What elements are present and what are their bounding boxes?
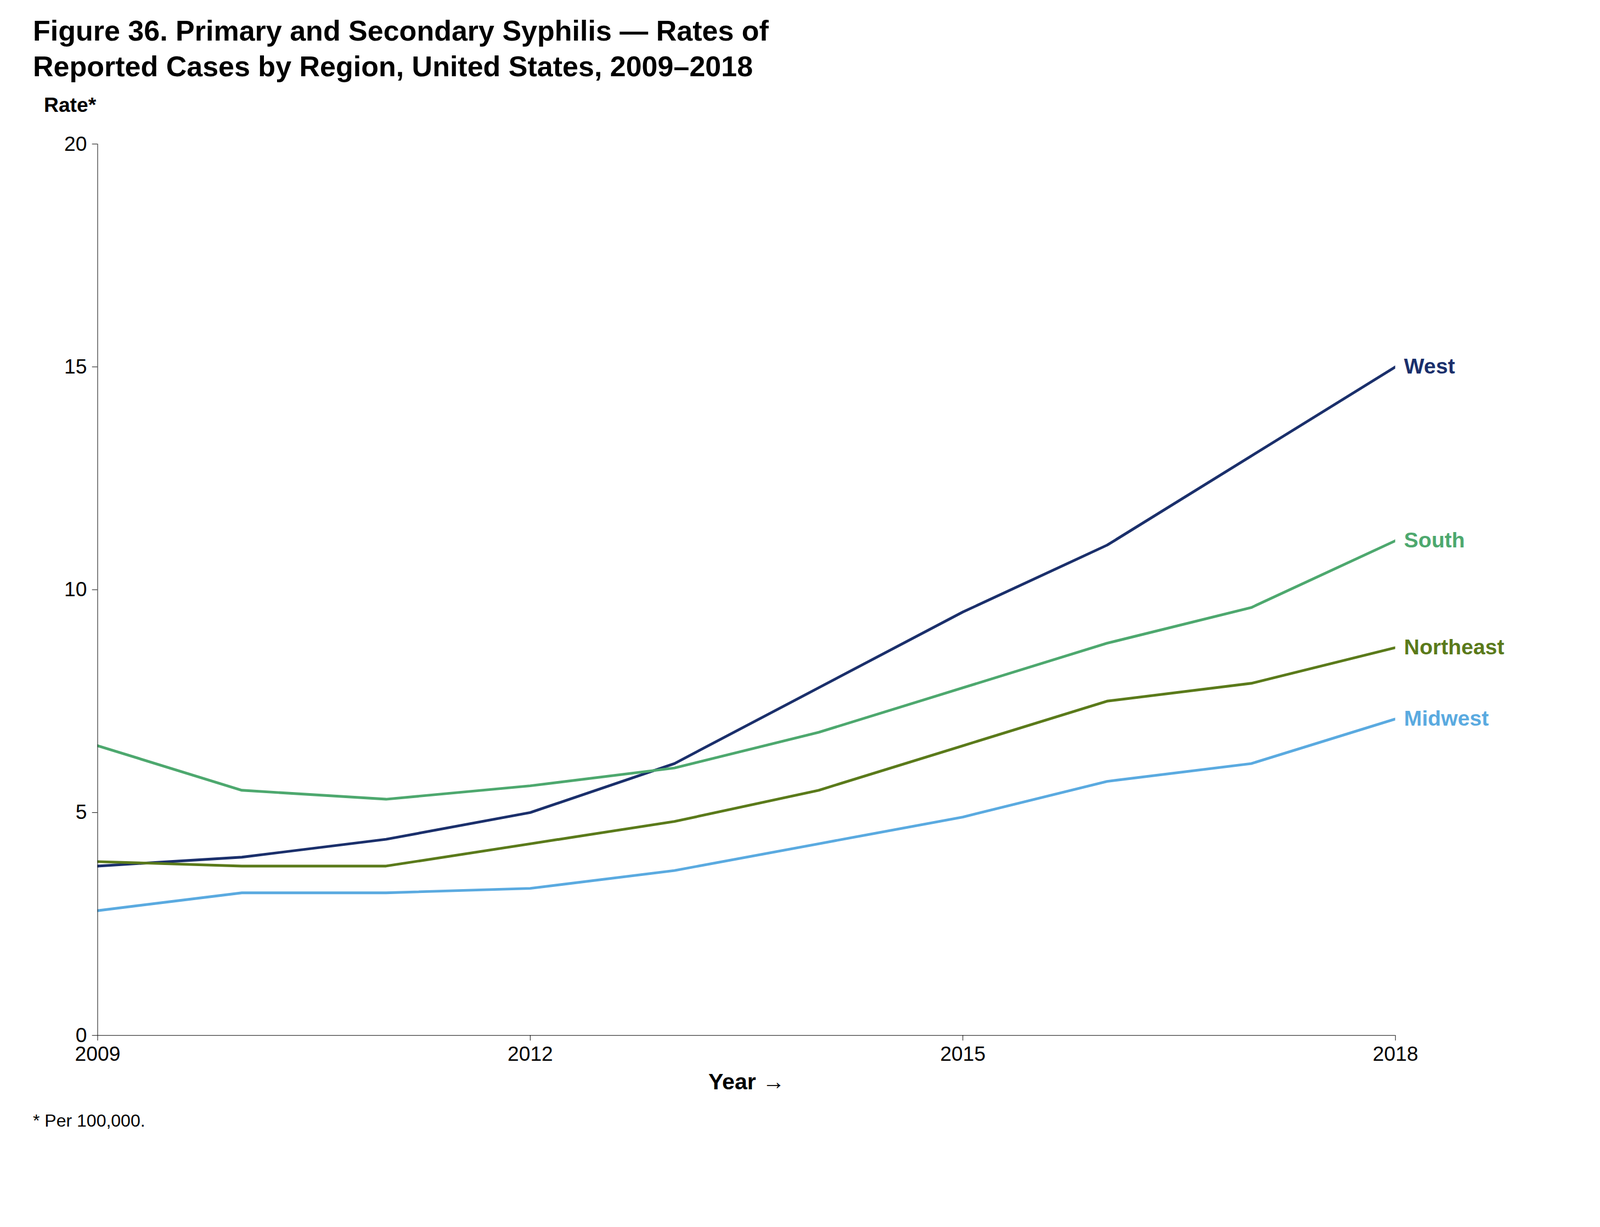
- svg-text:20: 20: [64, 132, 87, 156]
- svg-text:2015: 2015: [939, 1042, 986, 1066]
- svg-text:Year →: Year →: [708, 1069, 785, 1095]
- svg-text:Rate*: Rate*: [43, 95, 97, 117]
- html-text:* Per 100,000.: * Per 100,000.: [32, 1110, 146, 1131]
- svg-text:2009: 2009: [75, 1042, 121, 1066]
- svg-text:2018: 2018: [1372, 1042, 1419, 1066]
- svg-text:Northeast: Northeast: [1404, 635, 1505, 659]
- svg-text:2012: 2012: [507, 1042, 554, 1066]
- svg-text:10: 10: [64, 577, 87, 601]
- html-text:Figure 36. Primary and Seconda: Figure 36. Primary and Secondary Syphili…: [32, 14, 769, 83]
- svg-text:West: West: [1404, 354, 1456, 379]
- svg-text:0: 0: [75, 1023, 87, 1047]
- svg-text:5: 5: [75, 800, 88, 824]
- svg-text:Midwest: Midwest: [1404, 706, 1489, 731]
- svg-text:15: 15: [64, 355, 87, 379]
- svg-text:South: South: [1404, 528, 1466, 552]
